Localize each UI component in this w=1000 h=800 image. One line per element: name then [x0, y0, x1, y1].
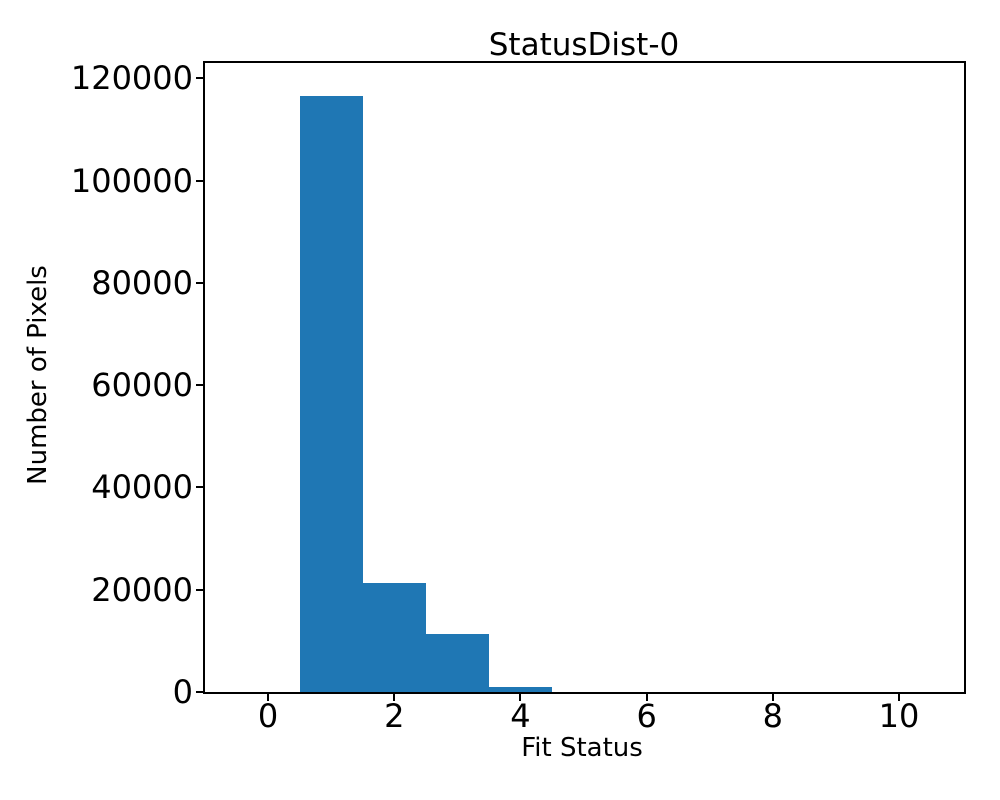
y-axis-label: Number of Pixels: [23, 265, 54, 485]
y-tick-mark: [196, 281, 203, 284]
histogram-bar: [362, 583, 426, 692]
y-tick-label: 40000: [91, 468, 193, 507]
y-tick-label: 20000: [91, 570, 193, 609]
x-tick-mark: [645, 694, 648, 701]
x-tick-label: 2: [384, 697, 405, 735]
x-tick-mark: [267, 694, 270, 701]
x-tick-mark: [393, 694, 396, 701]
x-tick-label: 4: [510, 697, 531, 735]
histogram-bar: [299, 96, 363, 692]
x-tick-label: 8: [762, 697, 784, 735]
y-tick-mark: [196, 77, 203, 80]
y-tick-mark: [196, 486, 203, 489]
y-tick-label: 80000: [91, 263, 193, 302]
y-tick-mark: [196, 588, 203, 591]
histogram-bar: [425, 634, 489, 692]
chart-title: StatusDist-0: [488, 27, 680, 63]
x-axis-label: Fit Status: [521, 733, 643, 763]
y-tick-mark: [196, 691, 203, 693]
x-tick-label: 0: [257, 697, 279, 735]
x-tick-label: 6: [636, 697, 657, 735]
y-tick-mark: [196, 384, 203, 387]
histogram-bar: [488, 686, 552, 692]
x-tick-mark: [898, 694, 900, 701]
y-tick-label: 0: [172, 673, 193, 711]
x-tick-mark: [519, 694, 522, 701]
y-tick-mark: [196, 179, 203, 182]
x-tick-label: 10: [878, 697, 920, 735]
y-tick-label: 100000: [70, 161, 193, 200]
y-tick-label: 120000: [70, 59, 193, 98]
y-tick-label: 60000: [91, 366, 193, 405]
x-tick-mark: [771, 694, 774, 701]
plot-area: [203, 61, 966, 694]
